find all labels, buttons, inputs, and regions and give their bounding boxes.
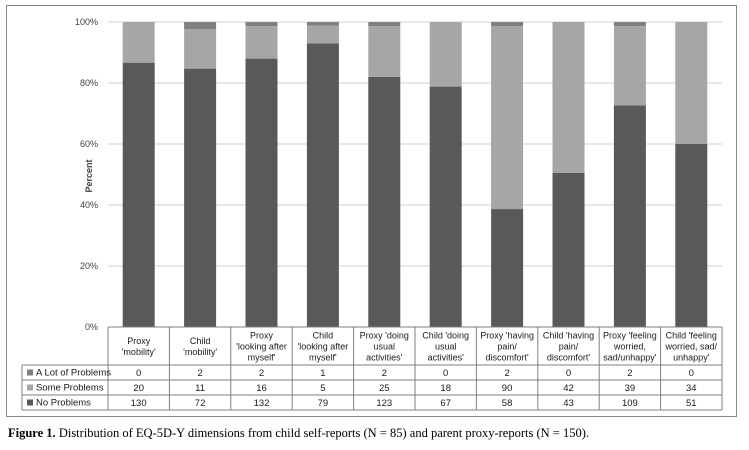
table-cell-value: 0 <box>443 368 448 379</box>
bar-segment-a-lot-of-problems <box>184 22 217 30</box>
table-cell-value: 2 <box>197 368 202 379</box>
table-cell-value: 67 <box>440 398 451 409</box>
table-cell-value: 25 <box>379 383 390 394</box>
legend-swatch <box>27 399 33 406</box>
bar-segment-some-problems <box>306 25 339 44</box>
bar-segment-a-lot-of-problems <box>306 22 339 26</box>
bar-segment-some-problems <box>245 26 278 59</box>
table-cell-value: 20 <box>133 383 144 394</box>
category-label: Child 'having pain/discomfort' <box>543 331 594 363</box>
bar-segment-a-lot-of-problems <box>491 22 524 27</box>
table-cell-value: 0 <box>566 368 571 379</box>
table-cell-value: 79 <box>318 398 329 409</box>
table-cell-value: 2 <box>504 368 509 379</box>
table-cell-value: 39 <box>625 383 636 394</box>
y-tick-label: 0% <box>85 322 98 332</box>
bar-segment-some-problems <box>184 29 217 69</box>
bar-segment-no-problems <box>675 144 708 327</box>
bar-segment-a-lot-of-problems <box>613 22 646 27</box>
table-cell-value: 18 <box>440 383 451 394</box>
table-cell-value: 5 <box>320 383 325 394</box>
table-cell-value: 34 <box>686 383 697 394</box>
category-label: Child 'doing usual activities' <box>422 331 469 363</box>
bar-segment-some-problems <box>552 22 585 173</box>
y-tick-label: 20% <box>80 261 98 271</box>
legend-swatch <box>27 384 33 391</box>
figure-caption: Figure 1. Distribution of EQ-5D-Y dimens… <box>8 426 589 441</box>
category-label: Proxy'looking after myself' <box>236 331 287 363</box>
y-tick-label: 60% <box>80 139 98 149</box>
y-axis-label: Percent <box>84 159 94 192</box>
bar-segment-some-problems <box>613 26 646 106</box>
y-tick-label: 100% <box>75 17 98 27</box>
category-label: Child'looking after myself' <box>298 331 349 363</box>
bar-segment-some-problems <box>429 22 462 87</box>
y-axis-ticks: 0% 20% 40% 60% 80% 100% <box>75 17 98 332</box>
bar-segment-no-problems <box>184 68 217 327</box>
legend-entry: Some Problems <box>36 383 104 394</box>
bars <box>122 22 708 328</box>
category-label: Proxy 'doing usual activities' <box>360 331 409 363</box>
category-label: Proxy 'having pain/discomfort' <box>480 331 534 363</box>
table-cell-value: 2 <box>382 368 387 379</box>
y-tick-label: 80% <box>80 78 98 88</box>
bar-segment-some-problems <box>675 22 708 144</box>
table-cell-value: 132 <box>254 398 270 409</box>
figure-caption-label: Figure 1. <box>8 426 56 440</box>
legend-swatch <box>27 369 33 376</box>
bar-segment-no-problems <box>429 86 462 328</box>
category-label: Child 'feeling worried, sad/unhappy' <box>665 331 718 363</box>
category-label: Proxy 'feeling worried, sad/unhappy' <box>603 331 657 363</box>
legend-entry: A Lot of Problems <box>36 368 111 379</box>
figure-caption-text: Distribution of EQ-5D-Y dimensions from … <box>55 426 590 440</box>
table-cell-value: 123 <box>376 398 392 409</box>
bar-segment-no-problems <box>552 172 585 327</box>
table-cell-value: 51 <box>686 398 697 409</box>
bar-segment-no-problems <box>245 58 278 327</box>
bar-segment-no-problems <box>613 105 646 327</box>
table-cell-value: 2 <box>259 368 264 379</box>
bar-segment-no-problems <box>491 209 524 327</box>
table-cell-value: 42 <box>563 383 574 394</box>
category-label: Child'mobility' <box>183 336 217 357</box>
bar-segment-some-problems <box>368 26 401 77</box>
table-cell-value: 11 <box>195 383 205 394</box>
table-cell-value: 2 <box>627 368 632 379</box>
legend-entry: No Problems <box>36 398 91 409</box>
y-tick-label: 40% <box>80 200 98 210</box>
table-cell-value: 58 <box>502 398 513 409</box>
table-cell-value: 130 <box>131 398 147 409</box>
table-cell-value: 90 <box>502 383 513 394</box>
bar-segment-some-problems <box>122 22 155 63</box>
table-cell-value: 0 <box>136 368 141 379</box>
bar-segment-a-lot-of-problems <box>368 22 401 27</box>
table-cell-value: 0 <box>689 368 694 379</box>
data-table: Proxy'mobility' Child'mobility' Proxy'look… <box>21 326 723 411</box>
bar-segment-some-problems <box>491 26 524 210</box>
bar-segment-no-problems <box>122 62 155 328</box>
bar-segment-a-lot-of-problems <box>245 22 278 27</box>
table-cell-value: 16 <box>256 383 267 394</box>
category-label: Proxy'mobility' <box>122 336 156 357</box>
table-cell-value: 43 <box>563 398 574 409</box>
table-cell-value: 1 <box>320 368 325 379</box>
table-cell-value: 109 <box>622 398 638 409</box>
table-cell-value: 72 <box>195 398 206 409</box>
bar-segment-no-problems <box>368 76 401 328</box>
bar-segment-no-problems <box>306 43 339 327</box>
